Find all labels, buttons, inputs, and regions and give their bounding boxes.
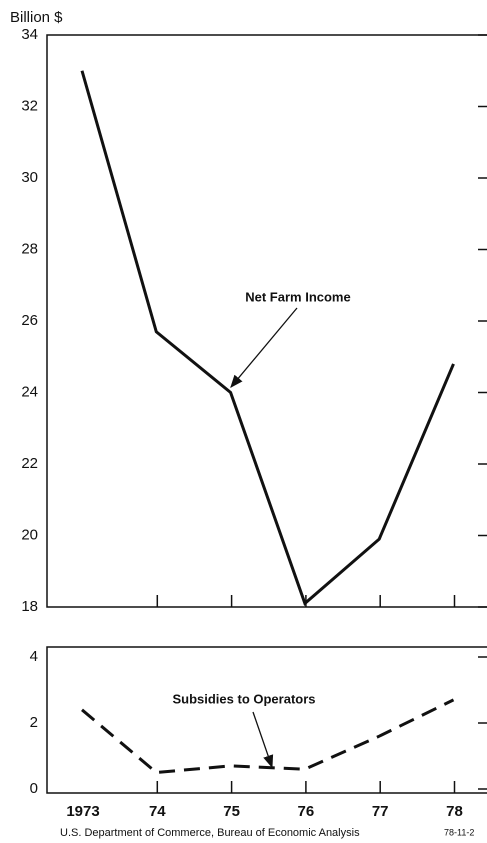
line-series xyxy=(80,70,455,607)
x-tick-label: 76 xyxy=(298,803,315,820)
panel-frame xyxy=(46,646,487,794)
x-tick-label: 77 xyxy=(372,803,389,820)
series-label: Net Farm Income xyxy=(245,289,350,304)
panel-frame xyxy=(46,34,487,608)
label-arrow xyxy=(252,711,274,769)
y-tick-label: 26 xyxy=(21,312,38,329)
y-tick-label: 30 xyxy=(21,169,38,186)
y-tick-label: 20 xyxy=(21,526,38,543)
x-tick-label: 75 xyxy=(223,803,240,820)
y-tick-label: 2 xyxy=(30,714,38,731)
y-tick-label: 4 xyxy=(30,648,38,665)
x-tick-label: 78 xyxy=(446,803,463,820)
y-axis-label: Billion $ xyxy=(10,9,63,26)
chart-code: 78-11-2 xyxy=(444,827,474,837)
y-tick-label: 24 xyxy=(21,383,38,400)
source-note: U.S. Department of Commerce, Bureau of E… xyxy=(60,827,360,839)
y-tick-label: 18 xyxy=(21,598,38,615)
y-tick-label: 28 xyxy=(21,240,38,257)
x-tick-label: 1973 xyxy=(66,803,99,820)
x-tick-label: 74 xyxy=(149,803,166,820)
y-tick-label: 32 xyxy=(21,97,38,114)
y-tick-label: 22 xyxy=(21,455,38,472)
series-label: Subsidies to Operators xyxy=(172,691,315,706)
y-tick-label: 0 xyxy=(30,780,38,797)
y-tick-label: 34 xyxy=(21,26,38,43)
label-arrow xyxy=(230,307,298,388)
line-series xyxy=(81,698,455,775)
